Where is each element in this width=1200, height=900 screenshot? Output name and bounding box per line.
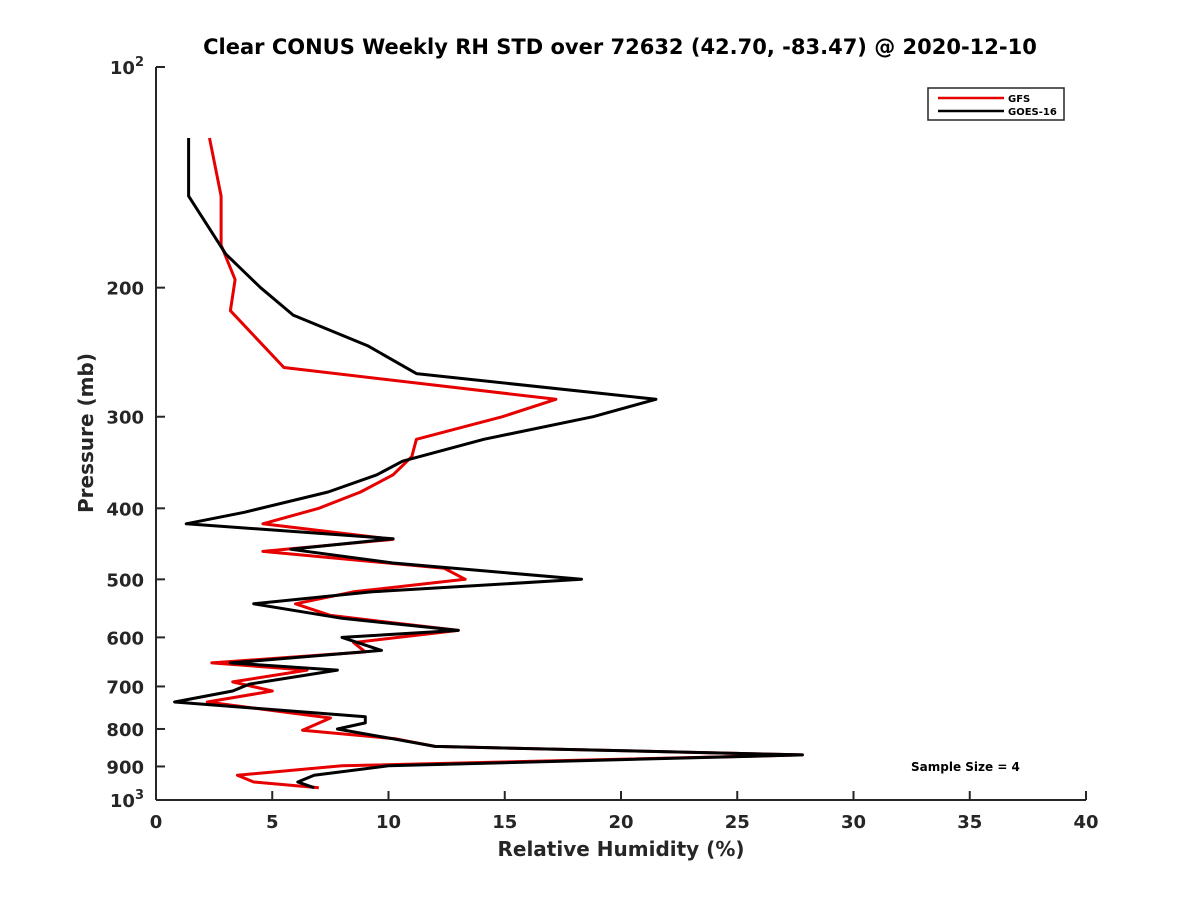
- x-tick-label: 0: [150, 812, 163, 833]
- legend-label-goes16: GOES-16: [1008, 107, 1057, 118]
- x-tick-label: 25: [725, 812, 750, 833]
- y-tick-label: 200: [106, 279, 144, 300]
- y-axis-title: Pressure (mb): [74, 353, 98, 513]
- series-line-goes16: [173, 138, 804, 790]
- y-tick-label: 102: [110, 55, 144, 79]
- x-tick-label: 35: [957, 812, 982, 833]
- y-tick-label: 500: [106, 570, 144, 591]
- x-tick-label: 5: [266, 812, 279, 833]
- x-tick-label: 10: [376, 812, 401, 833]
- x-tick-label: 30: [841, 812, 866, 833]
- chart-title: Clear CONUS Weekly RH STD over 72632 (42…: [203, 35, 1037, 59]
- legend-label-gfs: GFS: [1008, 94, 1030, 105]
- x-tick-label: 40: [1073, 812, 1098, 833]
- x-tick-label: 20: [608, 812, 633, 833]
- x-axis-ticks: 0 5 10 15 20 25 30 35 40: [150, 791, 1099, 833]
- series-lines: [173, 137, 804, 790]
- x-axis-title: Relative Humidity (%): [497, 837, 744, 861]
- y-tick-label: 400: [106, 499, 144, 520]
- legend-box: [927, 87, 1065, 121]
- series-line-gfs: [205, 137, 804, 790]
- y-tick-label: 103: [110, 788, 144, 812]
- y-tick-label: 600: [106, 628, 144, 649]
- plot-area: [155, 67, 1086, 801]
- y-axis-ticks: 102 200 300 400 500 600 700 800 900 103: [106, 55, 165, 812]
- y-tick-label: 300: [106, 408, 144, 429]
- x-tick-label: 15: [492, 812, 517, 833]
- sample-size-annotation: Sample Size = 4: [911, 760, 1020, 774]
- y-tick-label: 700: [106, 677, 144, 698]
- y-tick-label: 800: [106, 720, 144, 741]
- y-tick-label: 900: [106, 757, 144, 778]
- legend: GFS GOES-16: [927, 87, 1065, 121]
